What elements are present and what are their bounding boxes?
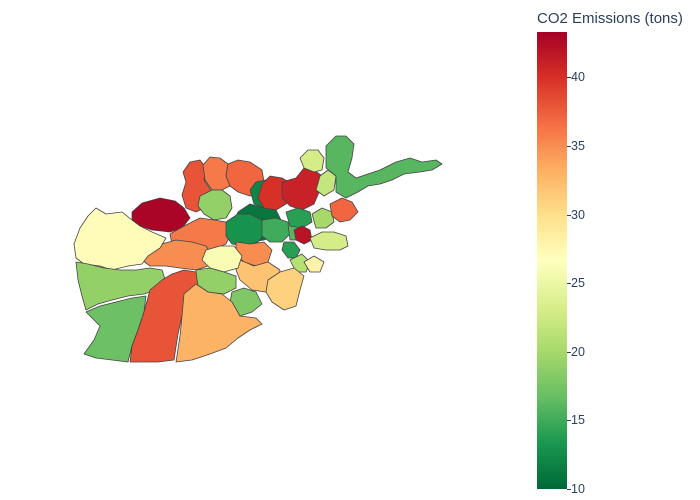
province-kandahar[interactable]	[175, 283, 263, 363]
colorbar-tick-mark	[567, 214, 571, 216]
colorbar-tick-mark	[567, 283, 571, 285]
colorbar-tick-label: 15	[571, 413, 585, 428]
province-sar-e-pol[interactable]	[197, 189, 233, 221]
province-bamyan[interactable]	[225, 213, 267, 247]
province-parwan[interactable]	[261, 217, 291, 243]
colorbar-gradient	[537, 32, 567, 489]
colorbar-tick-mark	[567, 77, 571, 79]
province-khost[interactable]	[303, 255, 325, 273]
province-nangarhar[interactable]	[309, 231, 349, 251]
province-badakhshan-east[interactable]	[325, 135, 443, 199]
province-kunar[interactable]	[329, 197, 359, 223]
province-badakhshan-north[interactable]	[299, 149, 325, 173]
colorbar-tick-mark	[567, 145, 571, 147]
province-panjshir[interactable]	[285, 207, 313, 229]
colorbar-tick-label: 25	[571, 276, 585, 291]
province-laghman[interactable]	[293, 225, 313, 245]
colorbar-tick-label: 35	[571, 138, 585, 153]
province-daykundi[interactable]	[201, 245, 243, 273]
colorbar-tick-mark	[567, 420, 571, 422]
colorbar-tick-mark	[567, 489, 571, 490]
province-nuristan[interactable]	[311, 207, 335, 229]
colorbar-tick-label: 20	[571, 344, 585, 359]
colorbar-tick-label: 40	[571, 70, 585, 85]
province-helmand[interactable]	[129, 269, 199, 363]
province-herat[interactable]	[73, 207, 167, 271]
province-logar[interactable]	[281, 241, 301, 259]
colorbar-tick-mark	[567, 351, 571, 353]
colorbar-title: CO2 Emissions (tons)	[537, 10, 683, 27]
colorbar-tick-label: 10	[571, 482, 585, 496]
province-paktika[interactable]	[265, 267, 305, 311]
colorbar-tick-label: 30	[571, 207, 585, 222]
